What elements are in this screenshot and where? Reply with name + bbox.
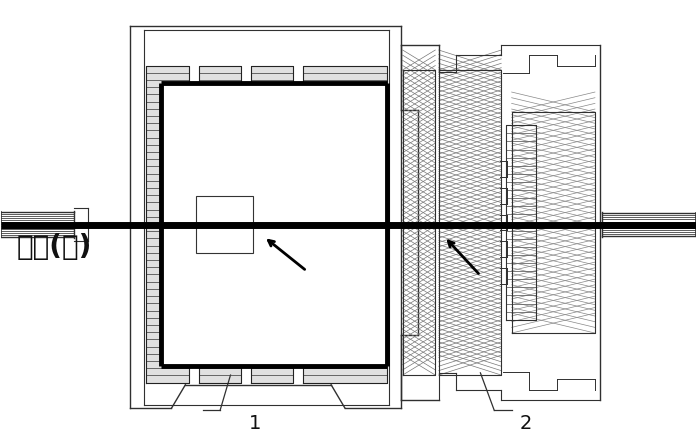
Bar (234, 88, 310, 362)
Text: 2: 2 (519, 414, 532, 433)
Bar (199, 65, 241, 383)
Bar (196, 196, 253, 254)
Bar (161, 83, 387, 366)
Bar (314, 88, 383, 362)
Bar (146, 65, 189, 383)
Bar (303, 65, 387, 383)
Bar (252, 65, 293, 383)
Text: 倒档(高): 倒档(高) (17, 233, 92, 261)
Text: 1: 1 (249, 414, 261, 433)
Bar (164, 88, 231, 362)
